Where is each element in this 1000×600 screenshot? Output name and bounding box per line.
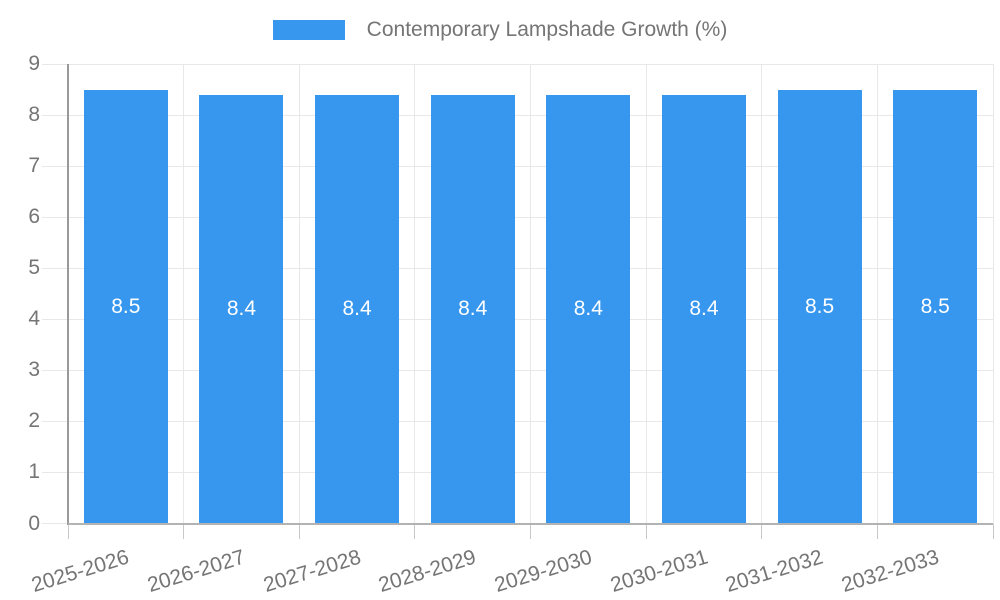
x-axis-tick [530,523,531,539]
y-gridline [42,471,993,473]
y-axis-tick-label: 8 [28,103,40,127]
x-axis-tick [298,523,300,539]
y-axis-tick-label: 7 [28,154,40,178]
x-axis-category-label: 2025-2026 [29,545,133,597]
y-gridline [42,216,993,218]
bar-value-label: 8.4 [226,297,257,321]
x-gridline [761,64,763,524]
x-axis-tick [876,523,878,539]
y-gridline [42,267,993,269]
y-axis-tick-label: 5 [28,256,40,280]
x-axis-category-label: 2031-2032 [723,545,826,597]
x-axis-category-label: 2026-2027 [144,545,248,597]
bar[interactable] [777,89,862,524]
bar-value-label: 8.4 [342,297,372,321]
x-gridline [876,64,878,524]
bar-value-label: 8.5 [804,294,835,318]
bar[interactable] [546,94,631,524]
bar[interactable] [661,94,746,524]
bar[interactable] [430,94,515,524]
bar[interactable] [893,89,978,524]
y-axis-tick-label: 0 [28,511,40,535]
x-gridline [414,64,416,524]
y-axis-tick-label: 4 [28,307,40,331]
y-gridline [42,63,993,65]
x-axis-tick [67,523,69,539]
x-axis-tick [992,523,994,539]
y-axis-tick-label: 6 [28,205,40,229]
x-gridline [530,64,531,524]
y-axis-tick-label: 9 [28,52,40,75]
bar[interactable] [199,94,284,524]
x-axis-category-label: 2032-2033 [838,545,942,597]
bar-value-label: 8.4 [689,297,719,321]
y-gridline [42,369,993,371]
y-axis-tick-label: 1 [28,460,40,484]
x-axis-category-label: 2030-2031 [607,545,711,597]
x-axis-line [68,522,993,525]
y-gridline [42,165,993,167]
x-axis-category-label: 2027-2028 [260,545,364,597]
legend-swatch [272,20,345,40]
x-gridline [298,64,300,524]
bar[interactable] [83,89,168,524]
x-axis-tick [414,523,416,539]
x-gridline [183,64,185,524]
y-gridline [42,420,993,422]
x-axis-tick [645,523,647,539]
x-axis-tick [761,523,763,539]
bar-value-label: 8.5 [920,294,950,318]
x-axis-tick [183,523,185,539]
y-axis-tick-label: 2 [28,409,40,433]
bar-value-label: 8.4 [573,297,603,321]
bar-value-label: 8.5 [111,294,141,318]
x-gridline [992,64,994,524]
y-gridline [42,318,993,320]
bar[interactable] [315,94,400,524]
chart-legend[interactable]: Contemporary Lampshade Growth (%) [0,18,1000,42]
x-axis-category-label: 2028-2029 [376,545,479,597]
bar-value-label: 8.4 [458,297,488,321]
y-axis-line [67,64,69,525]
y-axis-tick-label: 3 [28,358,40,382]
x-axis-category-label: 2029-2030 [491,545,595,597]
x-gridline [645,64,647,524]
legend-label: Contemporary Lampshade Growth (%) [366,18,728,41]
y-gridline [42,114,993,116]
